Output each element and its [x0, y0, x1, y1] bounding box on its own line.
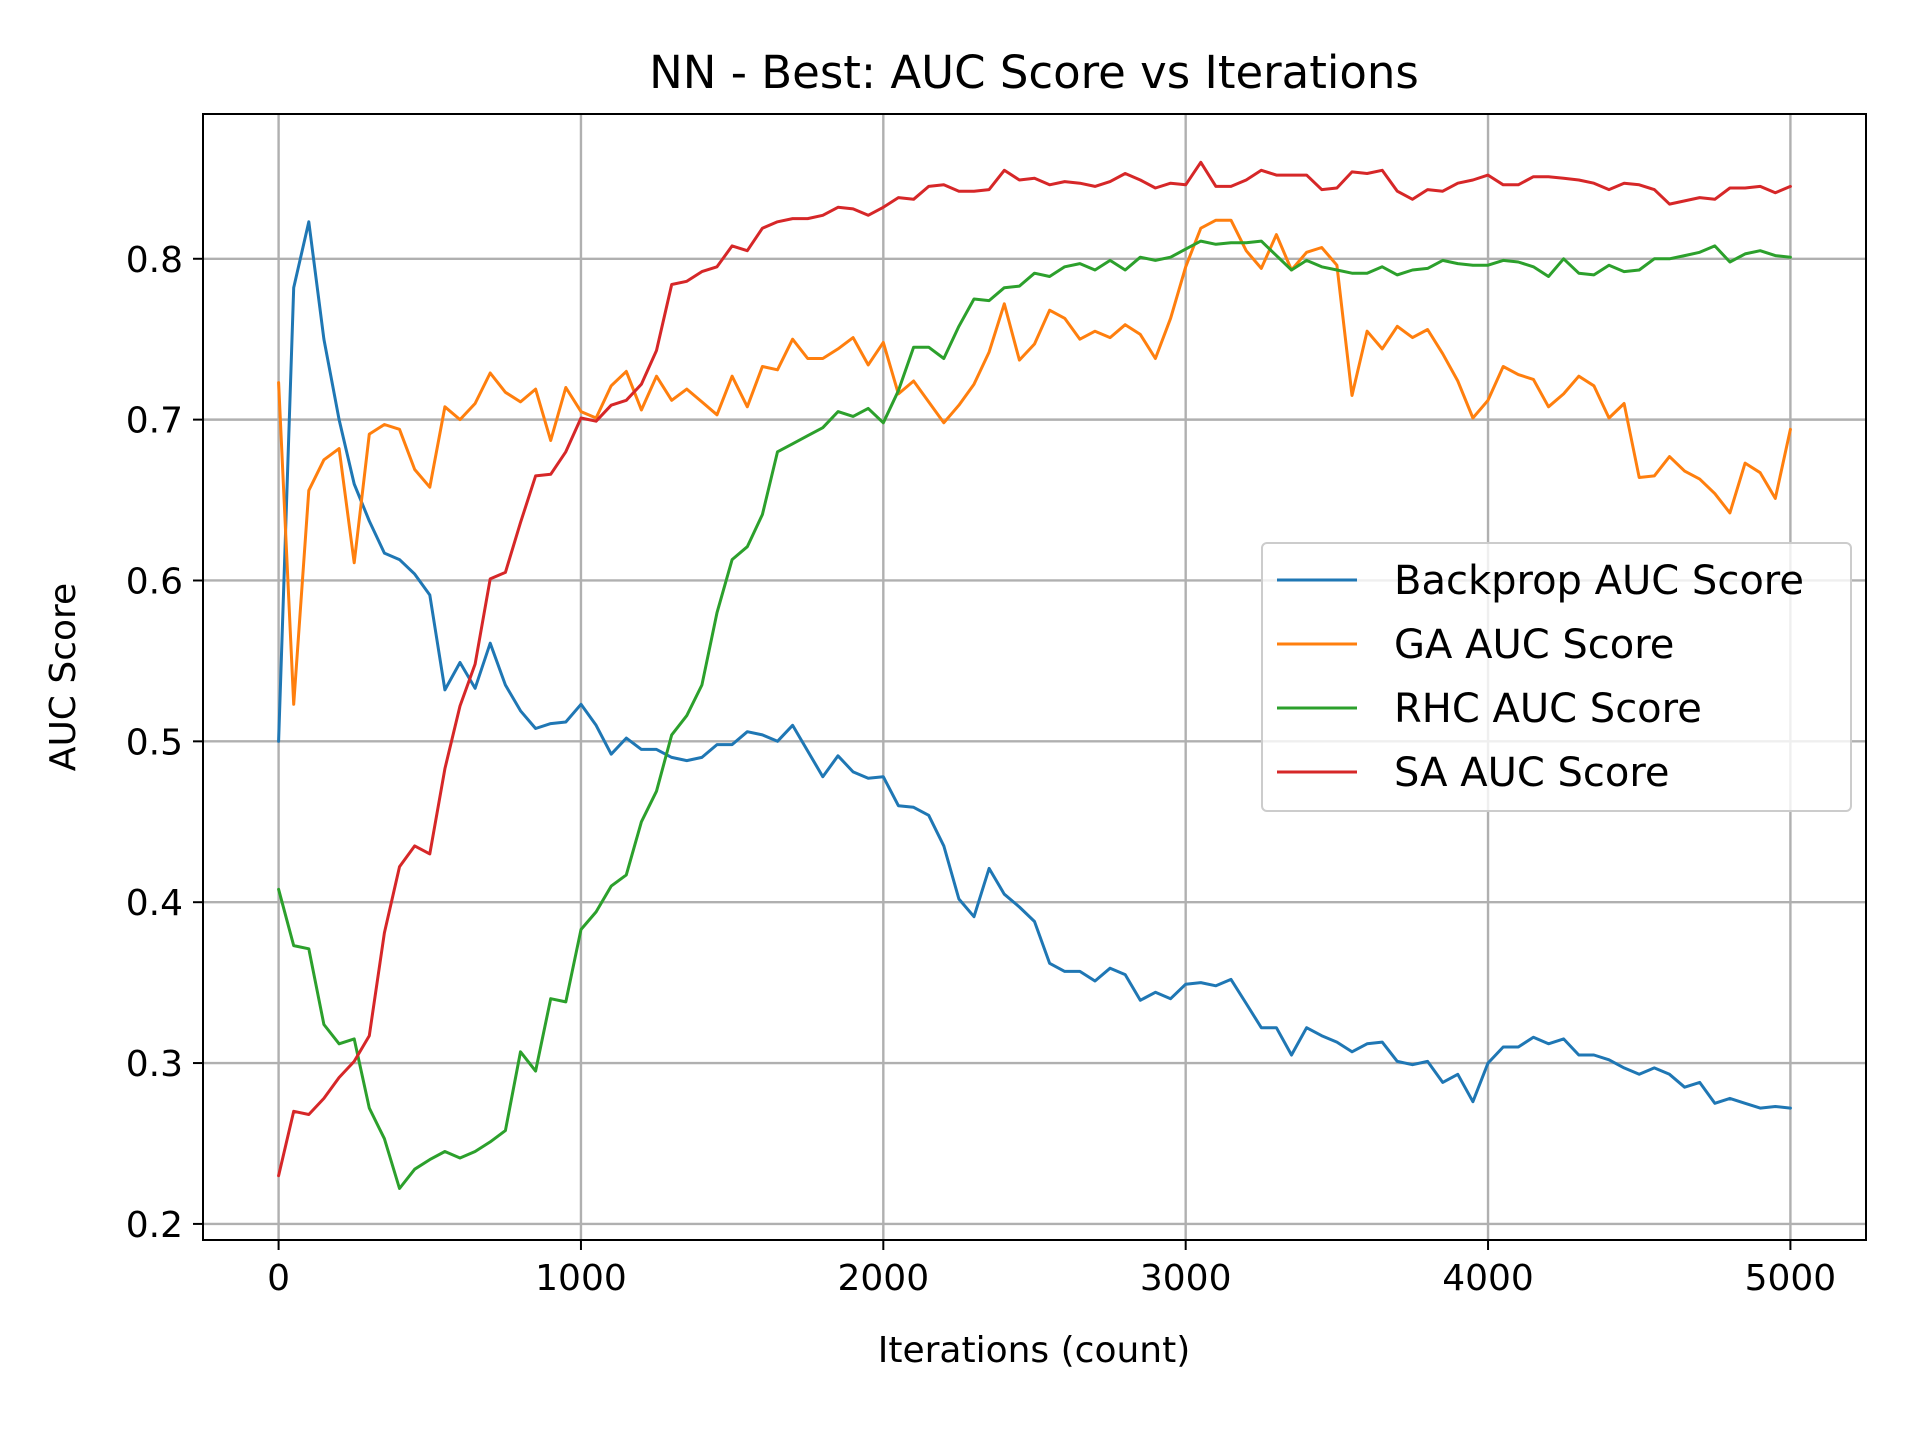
series-line-1 — [277, 220, 1792, 1110]
x-tick-label: 1000 — [535, 1258, 627, 1299]
legend: Backprop AUC Score GA AUC Score RHC AUC Sc… — [1261, 542, 1852, 812]
legend-label: GA AUC Score — [1394, 622, 1674, 668]
ticks: 0 1000 2000 3000 4000 5000 0.2 0.3 0.4 0.5 0.6 0.7 0… — [126, 240, 1836, 1299]
y-tick-label: 0.3 — [126, 1044, 183, 1085]
y-tick-label: 0.7 — [126, 401, 183, 442]
legend-label: RHC AUC Score — [1394, 686, 1702, 732]
x-tick-label: 0 — [267, 1258, 290, 1299]
x-axis-label: Iterations (count) — [878, 1330, 1191, 1371]
legend-label: SA AUC Score — [1394, 750, 1670, 796]
x-tick-label: 4000 — [1442, 1258, 1534, 1299]
legend-label: Backprop AUC Score — [1394, 558, 1804, 604]
y-tick-label: 0.2 — [126, 1205, 183, 1246]
y-axis-label: AUC Score — [43, 583, 84, 771]
legend-box — [1261, 542, 1852, 812]
x-tick-label: 3000 — [1140, 1258, 1232, 1299]
series-line-2 — [277, 218, 1792, 706]
y-tick-label: 0.4 — [126, 883, 183, 924]
series-line-3 — [277, 239, 1792, 1190]
y-tick-label: 0.6 — [126, 561, 183, 602]
y-tick-label: 0.8 — [126, 240, 183, 281]
chart-title: NN - Best: AUC Score vs Iterations — [649, 46, 1419, 99]
series-line-4 — [277, 160, 1792, 1178]
y-tick-label: 0.5 — [126, 722, 183, 763]
series-layer — [277, 160, 1792, 1190]
plot-frame — [202, 113, 1867, 1241]
x-tick-label: 5000 — [1745, 1258, 1837, 1299]
x-tick-label: 2000 — [838, 1258, 930, 1299]
